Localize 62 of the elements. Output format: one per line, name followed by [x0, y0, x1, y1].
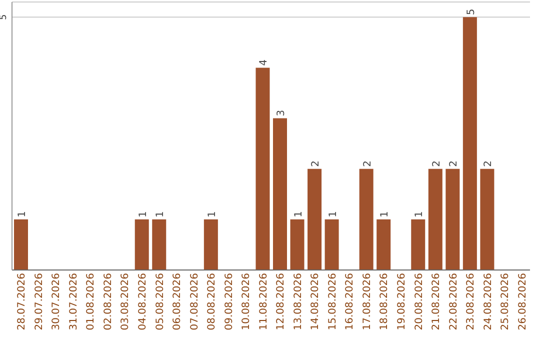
bar	[446, 168, 460, 270]
data-label: 1	[206, 211, 218, 218]
x-tick-label: 26.08.2026	[517, 273, 528, 330]
x-tick-label: 05.08.2026	[154, 273, 166, 330]
x-tick-label: 15.08.2026	[327, 273, 338, 330]
bar	[480, 168, 494, 270]
bar	[359, 168, 374, 270]
x-tick-label: 24.08.2026	[482, 273, 494, 330]
bar	[204, 219, 218, 270]
bar	[308, 168, 322, 270]
x-tick-label: 30.07.2026	[51, 273, 62, 330]
data-label: 2	[448, 160, 460, 167]
x-tick-label: 13.08.2026	[292, 273, 304, 330]
bar	[411, 219, 426, 270]
bar	[428, 168, 442, 270]
data-label: 1	[293, 211, 304, 218]
bar	[273, 118, 287, 270]
x-tick-label: 22.08.2026	[448, 273, 460, 330]
data-label: 1	[414, 211, 426, 218]
x-tick-label: 31.07.2026	[68, 273, 80, 330]
data-label: 1	[328, 211, 339, 218]
bar	[324, 219, 339, 270]
x-tick-label: 03.08.2026	[120, 273, 132, 330]
bar	[14, 219, 28, 270]
data-label: 2	[431, 160, 442, 167]
x-tick-label: 28.07.2026	[16, 273, 28, 330]
x-tick-label: 23.08.2026	[466, 273, 477, 330]
x-tick-label: 02.08.2026	[102, 273, 114, 330]
x-tick-label: 06.08.2026	[172, 273, 184, 330]
x-tick-label: 29.07.2026	[34, 273, 45, 330]
bar	[376, 219, 391, 270]
data-label: 2	[483, 160, 494, 167]
x-tick-label: 12.08.2026	[276, 273, 287, 330]
data-label: 4	[258, 59, 270, 66]
bar	[256, 68, 270, 270]
x-tick-label: 18.08.2026	[379, 273, 390, 330]
x-tick-label: 16.08.2026	[344, 273, 356, 330]
data-label: 1	[155, 211, 166, 218]
data-label: 1	[17, 211, 28, 218]
x-tick-label: 25.08.2026	[500, 273, 512, 330]
data-label: 2	[310, 160, 322, 167]
x-tick-label: 21.08.2026	[431, 273, 442, 330]
data-label: 2	[362, 160, 374, 167]
data-label: 1	[138, 211, 149, 218]
data-label: 5	[466, 8, 477, 16]
bar	[290, 219, 304, 270]
x-tick-label: 19.08.2026	[396, 273, 408, 330]
x-tick-label: 11.08.2026	[258, 273, 270, 330]
x-tick-label: 10.08.2026	[241, 273, 252, 330]
data-label: 3	[276, 110, 287, 116]
x-tick-label: 17.08.2026	[362, 273, 373, 330]
x-tick-label: 08.08.2026	[206, 273, 218, 330]
data-label: 1	[380, 211, 391, 218]
bar	[152, 219, 166, 270]
x-tick-label: 09.08.2026	[224, 273, 235, 330]
x-tick-label: 14.08.2026	[310, 273, 322, 330]
x-tick-label: 01.08.2026	[86, 273, 97, 330]
bar	[134, 219, 149, 270]
x-tick-label: 04.08.2026	[138, 273, 148, 330]
x-tick-label: 07.08.2026	[189, 273, 200, 330]
bar	[462, 17, 477, 270]
x-tick-label: 20.08.2026	[414, 273, 425, 330]
